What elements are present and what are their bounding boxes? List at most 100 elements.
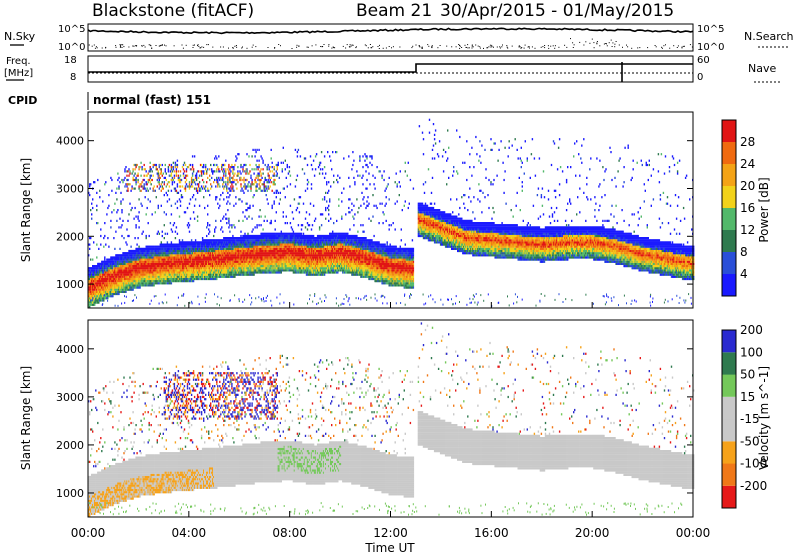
nsearch-point [491,46,493,48]
range-gate-cell [141,262,143,265]
range-gate-cell [264,163,266,167]
range-gate-cell [149,267,151,270]
range-gate-cell [132,178,134,182]
range-gate-cell [246,178,248,182]
range-gate-cell [143,271,145,274]
range-gate-cell [157,260,159,263]
range-gate-cell [178,243,181,246]
range-gate-cell [205,249,207,253]
range-gate-cell [215,245,217,248]
range-gate-cell [157,269,159,272]
range-gate-cell [110,271,112,274]
range-gate-cell [197,277,200,281]
nsearch-point [491,44,493,46]
range-gate-cell [135,280,137,283]
range-gate-cell [88,292,90,296]
range-gate-cell [233,256,235,259]
range-gate-cell [240,183,242,186]
range-gate-cell [128,267,130,270]
range-gate-cell [230,166,232,169]
range-gate-cell [204,187,206,190]
range-gate-cell [124,267,126,270]
range-gate-cell [213,269,215,272]
range-gate-cell [124,170,126,173]
range-gate-cell [203,172,205,175]
range-gate-cell [113,288,115,291]
range-gate-cell [189,269,192,272]
range-gate-cell [188,260,191,263]
range-gate-cell [174,254,177,257]
range-gate-cell [104,183,106,186]
range-gate-cell [117,260,119,263]
nsearch-point [296,46,298,48]
range-gate-cell [194,243,197,246]
range-gate-cell [235,262,237,265]
range-gate-cell [215,260,217,263]
range-gate-cell [217,245,219,248]
range-gate-cell [250,185,252,188]
range-gate-cell [200,254,203,257]
range-gate-cell [231,243,233,246]
range-gate-cell [194,262,197,265]
range-gate-cell [275,191,277,194]
range-gate-cell [258,183,260,186]
range-gate-cell [138,247,140,250]
range-gate-cell [100,234,102,238]
range-gate-cell [153,262,155,265]
range-gate-cell [196,247,199,250]
range-gate-cell [213,267,215,270]
range-gate-cell [112,269,114,272]
range-gate-cell [144,249,146,253]
nsearch-point [332,46,334,48]
range-gate-cell [95,277,97,281]
range-gate-cell [203,249,205,253]
range-gate-cell [138,267,140,270]
range-gate-cell [286,222,288,225]
range-gate-cell [96,280,98,283]
range-gate-cell [222,245,224,248]
range-gate-cell [111,211,113,214]
range-gate-cell [94,265,96,268]
range-gate-cell [151,245,153,248]
range-gate-cell [260,215,262,218]
range-gate-cell [220,269,222,272]
range-gate-cell [162,282,164,285]
range-gate-cell [230,256,232,259]
range-gate-cell [211,254,213,257]
range-gate-cell [155,271,157,274]
range-gate-cell [132,284,134,287]
range-gate-cell [200,243,203,246]
range-gate-cell [207,176,209,179]
range-gate-cell [194,275,197,278]
range-gate-cell [108,290,110,293]
range-gate-cell [194,176,197,179]
range-gate-cell [240,166,242,169]
range-gate-cell [228,273,230,276]
range-gate-cell [112,288,114,291]
range-gate-cell [95,267,97,270]
range-gate-cell [223,243,225,246]
range-gate-cell [111,271,113,274]
range-gate-cell [176,256,179,259]
range-gate-cell [182,275,185,278]
range-gate-cell [124,258,126,261]
nsearch-point [665,44,666,46]
range-gate-cell [110,282,112,285]
range-gate-cell [226,269,228,272]
range-gate-cell [118,277,120,281]
range-gate-cell [218,249,220,253]
range-gate-cell [184,265,187,268]
range-gate-cell [154,271,156,274]
range-gate-cell [104,234,106,238]
range-gate-cell [267,178,269,182]
range-gate-cell [216,254,218,257]
range-gate-cell [134,282,136,285]
range-gate-cell [123,280,125,283]
range-gate-cell [197,273,200,276]
range-gate-cell [208,232,210,235]
range-gate-cell [221,252,223,255]
range-gate-cell [89,284,91,287]
range-gate-cell [127,286,129,289]
nsearch-point [345,47,347,49]
range-gate-cell [186,256,189,259]
